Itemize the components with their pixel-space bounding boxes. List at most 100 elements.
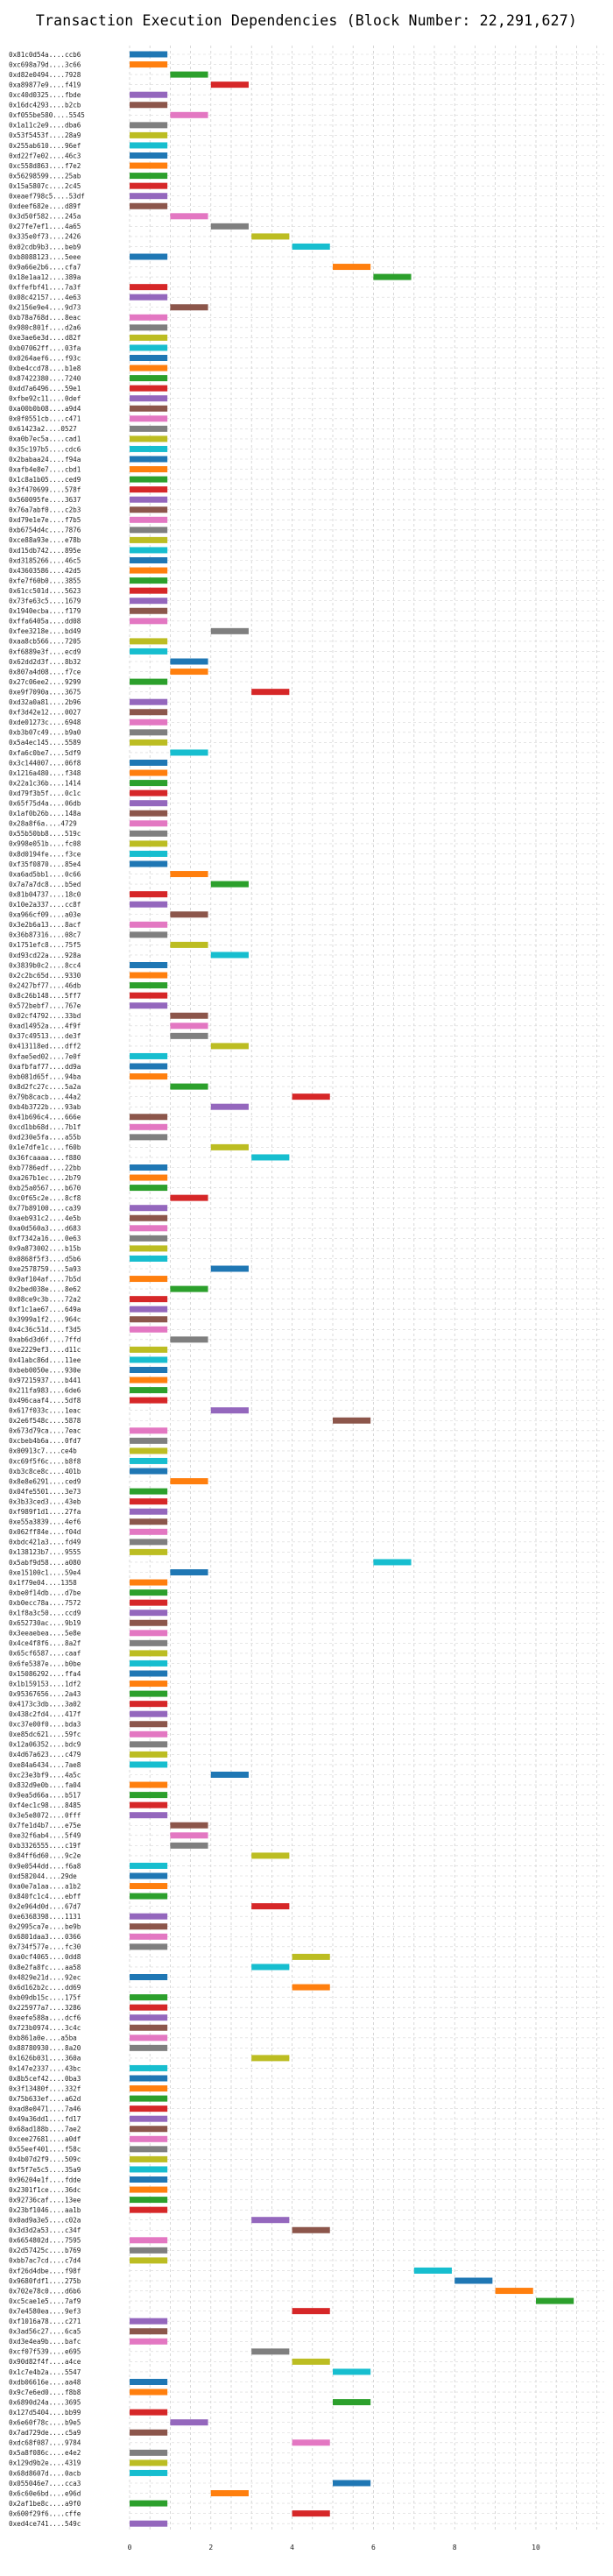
gantt-bar (130, 1862, 168, 1869)
gantt-bar (292, 1953, 330, 1960)
gantt-bar (210, 952, 249, 959)
y-tick-label: 0xa6ad5bb1....0c66 (9, 870, 81, 878)
gantt-bar (130, 1781, 168, 1788)
gantt-bar (130, 2024, 168, 2031)
gantt-bar (130, 415, 168, 422)
gantt-bar (130, 516, 168, 523)
y-tick-label: 0xde01273c....6948 (9, 718, 81, 726)
y-tick-label: 0xe2229ef3....d11c (9, 1346, 81, 1354)
y-tick-label: 0xa00b0b08....a9d4 (9, 405, 81, 413)
gantt-bar (130, 810, 168, 817)
gantt-bar (251, 2348, 290, 2355)
gantt-bar (130, 547, 168, 554)
gantt-bar (130, 1134, 168, 1141)
gantt-bar (333, 1417, 371, 1424)
x-tick-label: 0 (128, 2544, 132, 2551)
y-tick-label: 0xe55a3839....4ef6 (9, 1518, 81, 1526)
gantt-bar (130, 456, 168, 463)
gantt-bar (251, 2055, 290, 2062)
gantt-bar (130, 607, 168, 614)
gantt-bar (130, 61, 168, 68)
x-tick-label: 10 (532, 2544, 540, 2551)
y-tick-label: 0x0868f5f3....d5b6 (9, 1255, 81, 1263)
gantt-bar (130, 2237, 168, 2244)
x-tick-label: 8 (453, 2544, 457, 2551)
y-tick-label: 0xe15100c1....59e4 (9, 1568, 81, 1576)
y-tick-label: 0x138123b7....9555 (9, 1548, 81, 1556)
gantt-bar (130, 1548, 168, 1555)
y-tick-label: 0x68d8607d....0acb (9, 2469, 81, 2477)
gantt-bar (333, 2368, 371, 2375)
y-tick-label: 0x15086292....ffa4 (9, 1670, 81, 1678)
gantt-bar (292, 2358, 330, 2365)
y-tick-label: 0x6d162b2c....dd69 (9, 1984, 81, 1992)
y-tick-label: 0xf6889e3f....ecd9 (9, 648, 81, 655)
y-tick-label: 0x1751efc8....75f5 (9, 941, 81, 949)
gantt-bar (170, 1336, 208, 1343)
y-tick-label: 0xf5f7e5c5....35a9 (9, 2166, 81, 2174)
y-tick-label: 0x41abc86d....11ee (9, 1356, 81, 1364)
y-tick-label: 0x61cc501d....5623 (9, 587, 81, 595)
gantt-bar (130, 536, 168, 543)
y-tick-label: 0x87422380....7240 (9, 374, 81, 382)
y-tick-label: 0x335e0f73....2426 (9, 233, 81, 241)
gantt-bar (130, 1933, 168, 1940)
gantt-bar (130, 1427, 168, 1434)
y-tick-label: 0x673d79ca....7eac (9, 1427, 81, 1435)
y-tick-label: 0x3eeaebea....5e8e (9, 1630, 81, 1638)
y-tick-label: 0xf26d4dbe....f98f (9, 2267, 81, 2275)
gantt-bar (130, 173, 168, 180)
gantt-bar (170, 1023, 208, 1030)
gantt-bar (292, 2439, 330, 2446)
gantt-bar (130, 1174, 168, 1181)
y-tick-label: 0xf989f1d1....27fa (9, 1508, 81, 1516)
y-tick-label: 0x147e2337....43bc (9, 2064, 81, 2072)
gantt-bar (130, 496, 168, 503)
gantt-bar (130, 2155, 168, 2162)
y-tick-label: 0x27fe7ef1....4a65 (9, 223, 81, 230)
gantt-bar (130, 527, 168, 534)
gantt-bar (170, 871, 208, 878)
gantt-bar (130, 435, 168, 442)
gantt-bar (130, 182, 168, 189)
y-tick-label: 0x9c7e6ed0....f8b8 (9, 2388, 81, 2396)
gantt-bar (413, 2267, 452, 2274)
gantt-bar (130, 122, 168, 129)
y-tick-label: 0xd15db742....895e (9, 547, 81, 555)
y-tick-label: 0x04fe5501....3e73 (9, 1488, 81, 1496)
gantt-bar (292, 1984, 330, 1991)
gantt-bar (130, 1893, 168, 1900)
gantt-bar (130, 1164, 168, 1171)
y-tick-label: 0xd582044....29de (9, 1872, 77, 1880)
gantt-bar (130, 91, 168, 98)
y-tick-label: 0x84ff6d60....9c2e (9, 1852, 81, 1860)
gantt-bar (130, 800, 168, 807)
gantt-bar (130, 760, 168, 766)
y-tick-label: 0xfee3218e....bd49 (9, 627, 81, 635)
y-tick-label: 0xb09db15c....175f (9, 1993, 81, 2001)
y-tick-label: 0xdeef682e....d89f (9, 202, 81, 210)
gantt-bar (130, 102, 168, 109)
gantt-bar (130, 598, 168, 605)
gantt-bar (251, 233, 290, 240)
y-tick-label: 0x1626b031....360a (9, 2055, 81, 2063)
y-tick-label: 0x55eef401....f58c (9, 2146, 81, 2154)
y-tick-label: 0x3c144007....06f8 (9, 759, 81, 767)
gantt-bar (130, 678, 168, 685)
gantt-bar (130, 2105, 168, 2112)
y-tick-label: 0x88780930....8a20 (9, 2044, 81, 2052)
y-tick-label: 0x90d82f4f....a4ce (9, 2358, 81, 2366)
gantt-bar (251, 689, 290, 696)
y-tick-label: 0x1c8a1b05....ced9 (9, 476, 81, 484)
gantt-bar (251, 1852, 290, 1859)
gantt-bar (292, 2510, 330, 2517)
y-tick-label: 0x3f470699....578f (9, 485, 81, 493)
gantt-bar (130, 162, 168, 169)
gantt-bar (130, 1114, 168, 1121)
y-tick-label: 0xb861a0e....a5ba (9, 2035, 77, 2042)
y-tick-label: 0x702e78c0....d6b6 (9, 2287, 81, 2295)
gantt-bar (130, 1346, 168, 1353)
y-tick-label: 0x00913c7....ce4b (9, 1447, 77, 1455)
gantt-bar (170, 71, 208, 78)
